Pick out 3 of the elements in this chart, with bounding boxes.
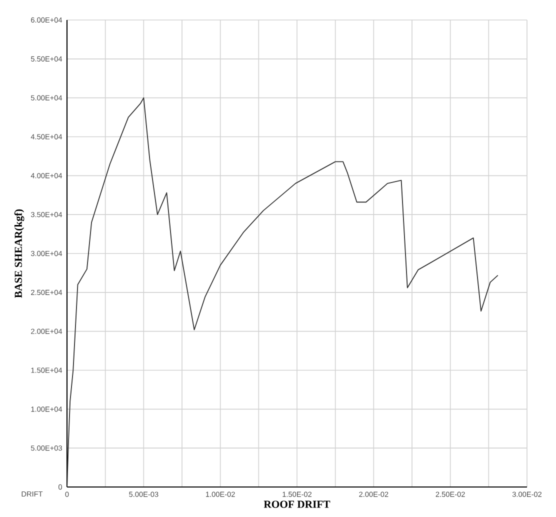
y-axis-title: BASE SHEAR(kgf) — [14, 209, 24, 298]
x-axis-title: ROOF DRIFT — [264, 500, 330, 508]
line-series — [67, 97, 498, 487]
